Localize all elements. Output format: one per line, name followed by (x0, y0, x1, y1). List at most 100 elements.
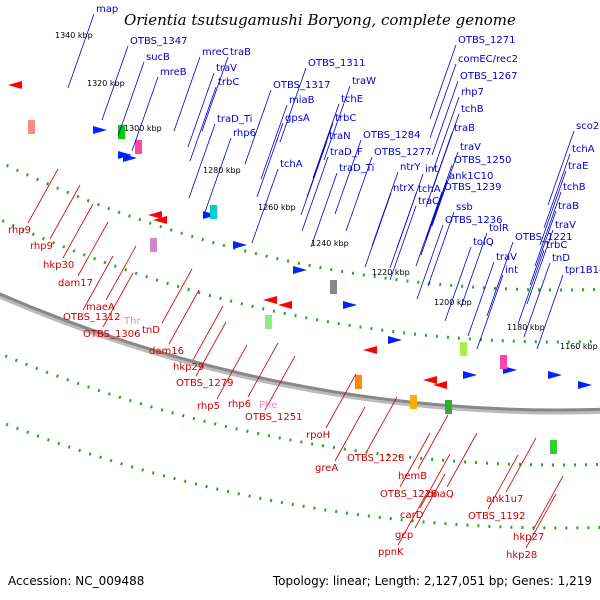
forward-leader-line (364, 192, 392, 268)
forward-gene-label: rhp6 (233, 128, 256, 139)
gene-block (550, 440, 557, 454)
forward-gene-label: OTBS_1271 (458, 35, 515, 46)
forward-gene-label: tchA (572, 144, 595, 155)
reverse-leader-line (168, 289, 200, 345)
reverse-leader-line (417, 414, 449, 470)
forward-leader-line (345, 156, 373, 232)
reverse-gene-arrow (8, 81, 22, 89)
reverse-gene-label: OTBS_1226 (380, 489, 437, 500)
forward-leader-line (539, 170, 567, 246)
forward-gene-label: OTBS_1311 (308, 58, 365, 69)
forward-gene-arrow (233, 241, 247, 249)
reverse-gene-label: ppnK (378, 547, 404, 558)
gene-block (210, 205, 217, 219)
gene-block (28, 120, 35, 134)
forward-leader-line (173, 56, 201, 132)
forward-leader-line (117, 61, 145, 137)
reverse-gene-label: dam17 (58, 278, 93, 289)
map-title: Orientia tsutsugamushi Boryong, complete… (124, 11, 516, 29)
reverse-leader-line (102, 272, 134, 328)
forward-gene-label: traV (216, 63, 237, 74)
reverse-gene-arrow (423, 376, 437, 384)
reverse-gene-label: OTBS_1228 (347, 453, 404, 464)
reverse-leader-line (195, 321, 227, 377)
reverse-gene-arrow (153, 216, 167, 224)
forward-leader-line (429, 44, 457, 120)
forward-gene-label: OTBS_1267 (460, 71, 517, 82)
forward-gene-arrow (548, 371, 562, 379)
gene-block (330, 280, 337, 294)
forward-leader-line (415, 191, 443, 267)
forward-gene-label: traB (230, 47, 251, 58)
reverse-leader-line (532, 475, 564, 531)
forward-gene-label: rhp7 (461, 87, 484, 98)
forward-leader-line (429, 63, 457, 139)
forward-gene-arrow (388, 336, 402, 344)
forward-leader-line (536, 274, 564, 350)
reverse-gene-label: dnaQ (427, 489, 454, 500)
reverse-gene-label: rhp9 (8, 225, 31, 236)
forward-leader-line (189, 86, 217, 162)
reverse-leader-line (487, 454, 519, 510)
kbp-scale-label: 1300 kbp (124, 124, 162, 133)
forward-gene-arrow (123, 154, 137, 162)
forward-leader-line (547, 130, 575, 206)
forward-leader-line (279, 67, 307, 143)
forward-gene-label: ssb (456, 202, 473, 213)
gene-block (460, 342, 467, 356)
forward-leader-line (251, 168, 279, 244)
accession: Accession: NC_009488 (8, 574, 144, 588)
forward-gene-label: tchA (418, 184, 441, 195)
forward-leader-line (425, 132, 453, 208)
reverse-gene-arrow (433, 381, 447, 389)
reverse-leader-line (62, 203, 94, 259)
forward-gene-label: trbC (335, 113, 356, 124)
reverse-gene-label: tnD (142, 325, 160, 336)
reverse-leader-line (366, 396, 398, 452)
kbp-scale-label: 1260 kbp (258, 203, 296, 212)
gene-block (150, 238, 157, 252)
reverse-gene-label: rpoH (306, 430, 330, 441)
forward-leader-line (432, 96, 460, 172)
forward-leader-line (523, 262, 551, 338)
kbp-scale-label: 1240 kbp (311, 239, 349, 248)
forward-gene-label: trbC (218, 77, 239, 88)
reverse-leader-line (334, 406, 366, 462)
reverse-leader-line (505, 437, 537, 493)
forward-gene-label: map (96, 4, 118, 15)
reverse-gene-label: maeA (86, 302, 115, 313)
forward-leader-line (425, 164, 453, 240)
gene-block (500, 355, 507, 369)
forward-leader-line (517, 249, 545, 325)
kbp-scale-label: 1320 kbp (87, 79, 125, 88)
forward-leader-line (204, 137, 232, 213)
forward-gene-arrow (578, 381, 592, 389)
forward-gene-label: tnD (552, 253, 570, 264)
gene-block (410, 395, 417, 409)
gene-block (265, 315, 272, 329)
feature-layer (8, 81, 592, 454)
forward-gene-arrow (463, 371, 477, 379)
forward-gene-label: traV (496, 252, 517, 263)
forward-leader-line (460, 232, 488, 308)
reverse-leader-line (192, 305, 224, 361)
forward-leader-line (310, 172, 338, 248)
backbone-layer (0, 160, 600, 530)
reverse-leader-line (161, 268, 193, 324)
forward-gene-label: tolR (489, 223, 509, 234)
forward-gene-label: sucB (146, 52, 170, 63)
reverse-gene-label: hkp30 (43, 260, 74, 271)
rna-gene-label: Phe (259, 400, 278, 411)
forward-gene-label: OTBS_1277 (374, 147, 431, 158)
kbp-scale-label: 1280 kbp (203, 166, 241, 175)
reverse-leader-line (82, 255, 114, 311)
forward-gene-label: OTBS_1284 (363, 130, 420, 141)
forward-gene-label: traB (454, 123, 475, 134)
forward-leader-line (244, 89, 272, 165)
reverse-gene-label: OTBS_1192 (468, 511, 525, 522)
reverse-gene-label: rhp5 (197, 401, 220, 412)
reverse-gene-label: OTBS_1251 (245, 412, 302, 423)
dotted-track-0 (0, 160, 597, 292)
forward-gene-label: OTBS_1239 (444, 182, 501, 193)
